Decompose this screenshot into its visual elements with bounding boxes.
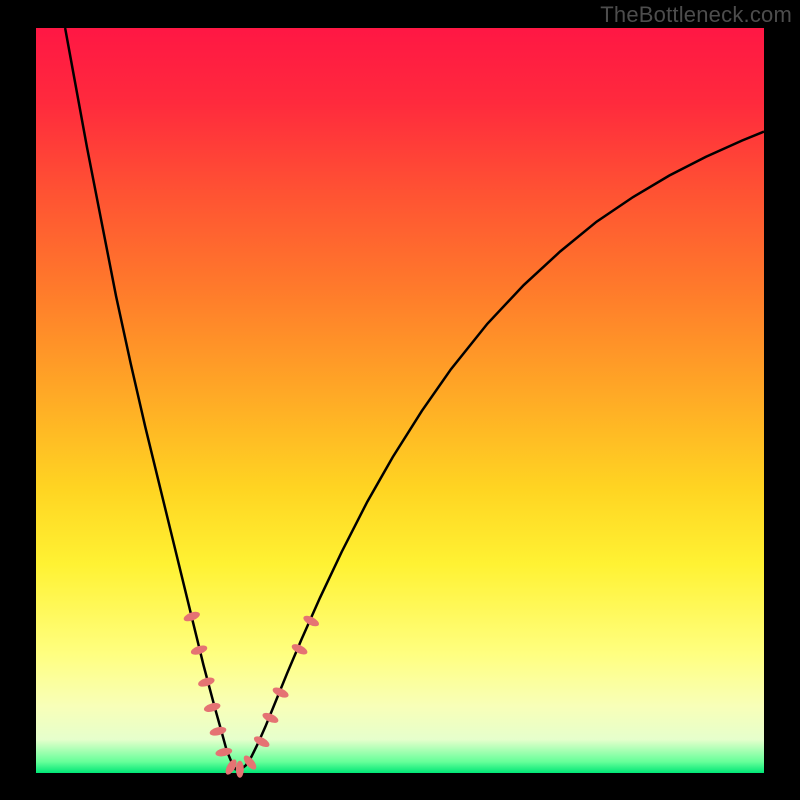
chart-container: TheBottleneck.com — [0, 0, 800, 800]
watermark-text: TheBottleneck.com — [600, 2, 792, 28]
bottleneck-curve-chart — [0, 0, 800, 800]
sample-marker — [236, 761, 244, 778]
plot-background — [36, 28, 764, 773]
